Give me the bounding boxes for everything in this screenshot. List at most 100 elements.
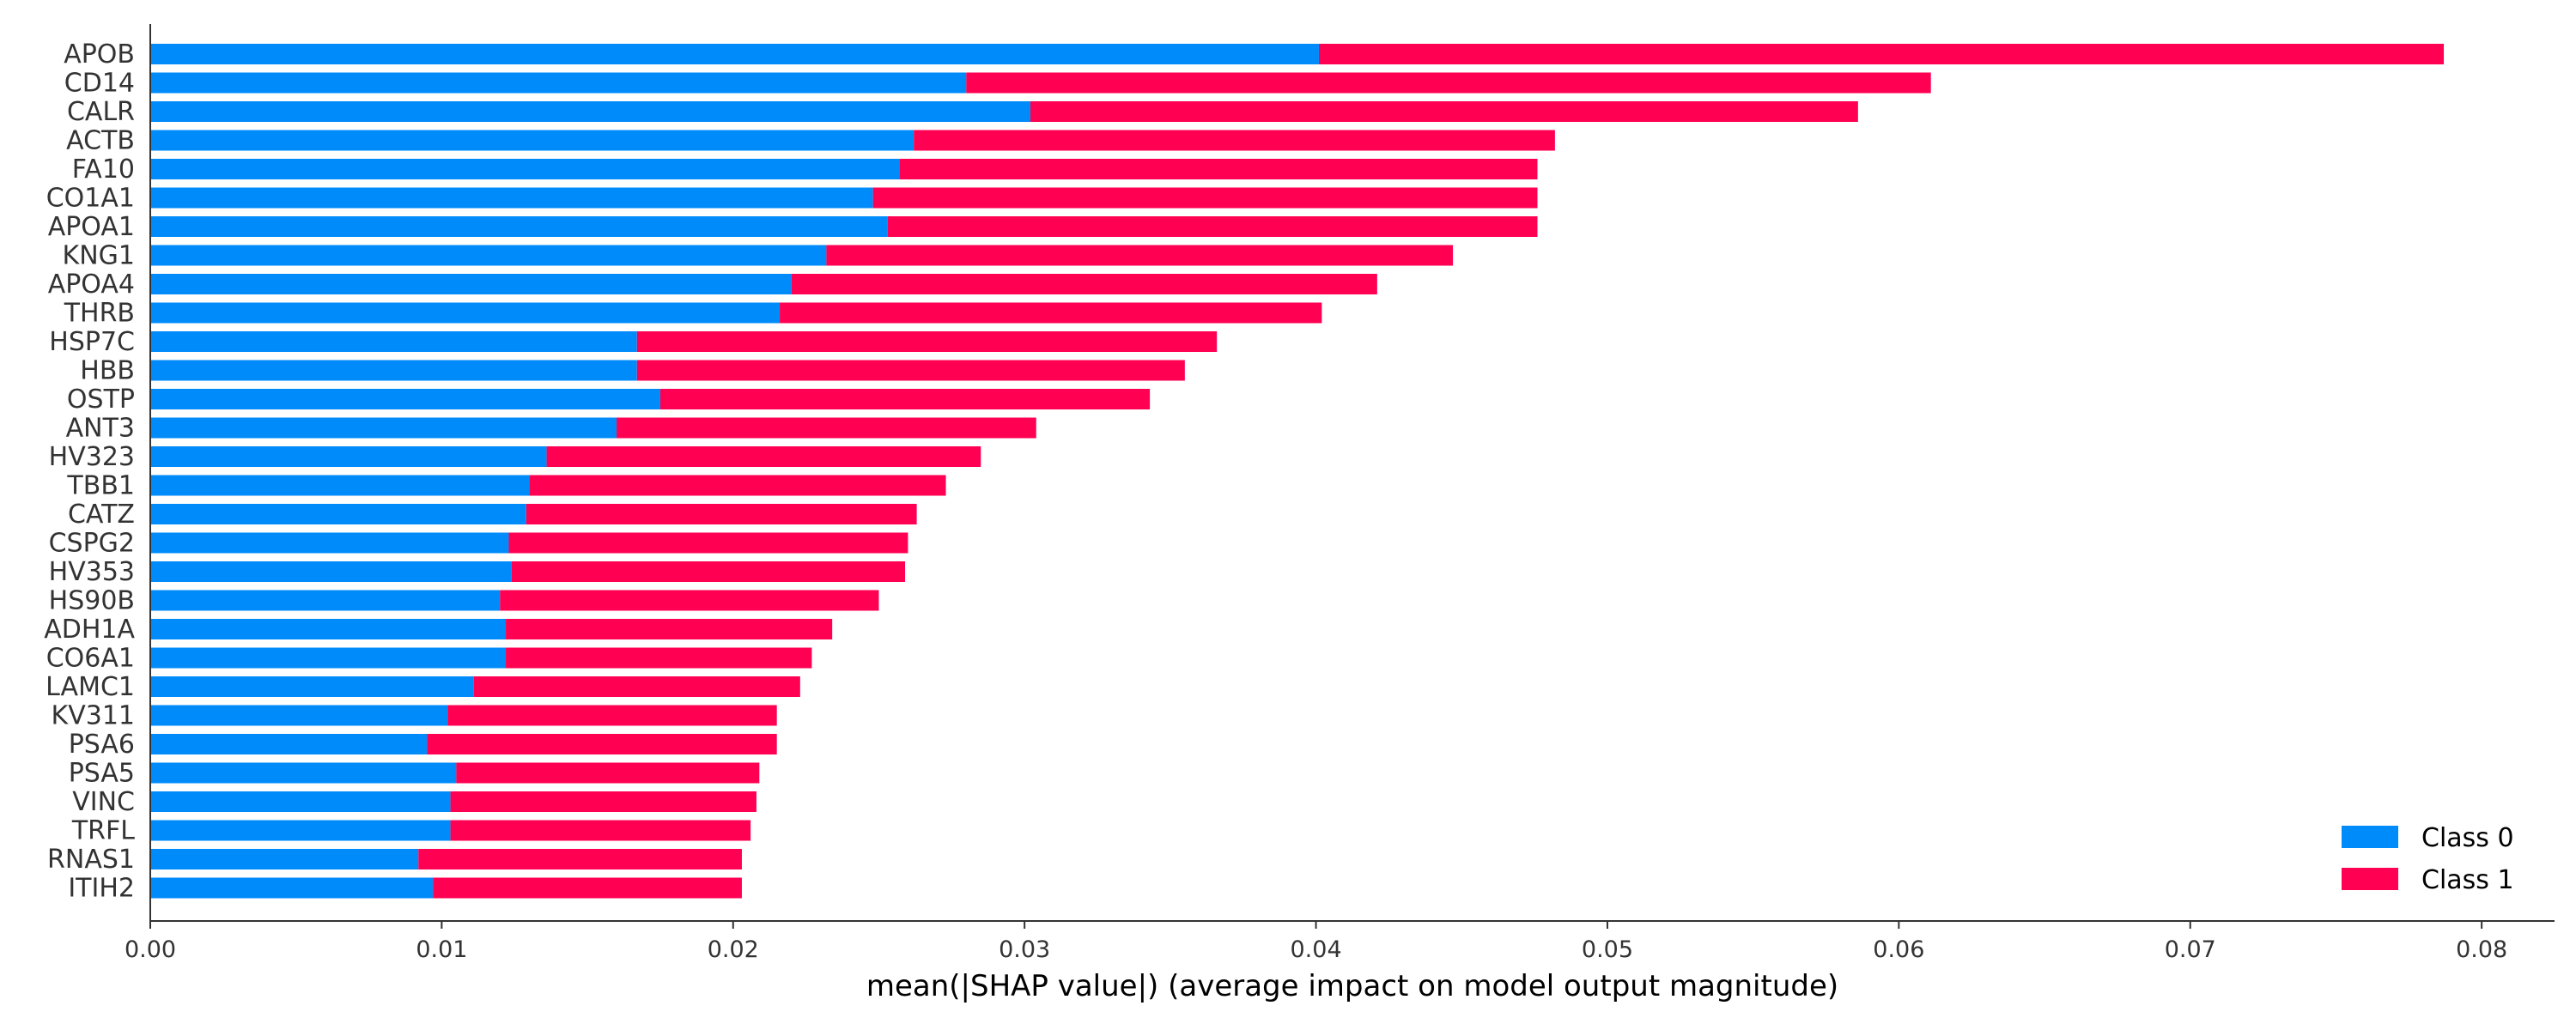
x-tick-label: 0.00 — [125, 936, 176, 963]
y-label-hv323: HV323 — [49, 442, 135, 472]
bar-actb-class-1 — [914, 130, 1555, 151]
bar-hv353-class-1 — [511, 561, 906, 582]
bar-vinc-class-0 — [150, 791, 451, 812]
x-tick-label: 0.06 — [1873, 936, 1924, 963]
bar-cspg2-class-1 — [508, 532, 908, 554]
x-ticks: 0.00 0.01 0.02 0.03 0.04 0.05 0.06 0.07 0.08 — [125, 921, 2507, 963]
y-label-hs90b: HS90B — [49, 586, 135, 616]
y-tick-labels: APOBCD14CALRACTBFA10CO1A1APOA1KNG1APOA4T… — [44, 39, 135, 904]
bar-trfl-class-1 — [450, 820, 751, 841]
bar-cspg2-class-0 — [150, 532, 509, 554]
bar-kng1-class-1 — [826, 245, 1454, 266]
bar-psa5-class-0 — [150, 762, 457, 784]
bar-ostp-class-0 — [150, 389, 660, 409]
bar-apoa1-class-1 — [887, 216, 1538, 237]
y-label-trfl: TRFL — [71, 816, 135, 846]
bar-itih2-class-0 — [150, 877, 434, 899]
y-label-actb: ACTB — [66, 126, 135, 156]
y-label-cspg2: CSPG2 — [49, 529, 135, 559]
bar-actb-class-0 — [150, 130, 914, 151]
x-tick-label: 0.08 — [2456, 936, 2507, 963]
bar-calr-class-1 — [1030, 101, 1858, 122]
y-label-apoa1: APOA1 — [48, 212, 135, 242]
bar-tbb1-class-0 — [150, 475, 530, 496]
x-tick-label: 0.07 — [2165, 936, 2216, 963]
bar-psa5-class-1 — [456, 762, 760, 784]
x-tick-label: 0.01 — [416, 936, 467, 963]
bar-hv323-class-0 — [150, 446, 547, 467]
x-tick-label: 0.04 — [1291, 936, 1342, 963]
y-label-itih2: ITIH2 — [68, 874, 135, 904]
bar-catz-class-1 — [526, 504, 917, 524]
y-label-apoa4: APOA4 — [48, 270, 135, 300]
y-label-adh1a: ADH1A — [44, 615, 135, 645]
x-tick-label: 0.05 — [1582, 936, 1633, 963]
bar-co1a1-class-1 — [872, 187, 1538, 209]
bar-rnas1-class-1 — [418, 849, 742, 869]
bar-adh1a-class-0 — [150, 619, 507, 639]
bar-thrb-class-1 — [780, 302, 1322, 324]
bar-co1a1-class-0 — [150, 187, 873, 209]
bar-cd14-class-1 — [966, 72, 1931, 94]
bar-ant3-class-1 — [617, 417, 1036, 439]
bar-tbb1-class-1 — [529, 475, 946, 496]
bar-psa6-class-0 — [150, 734, 428, 754]
bar-hbb-class-1 — [636, 360, 1185, 381]
bar-itih2-class-1 — [433, 877, 742, 899]
bar-psa6-class-1 — [427, 734, 777, 754]
y-label-fa10: FA10 — [72, 154, 135, 185]
bar-co6a1-class-1 — [506, 647, 812, 669]
bar-apob-class-0 — [150, 44, 1319, 64]
bar-hv353-class-0 — [150, 561, 512, 582]
y-label-kng1: KNG1 — [63, 241, 135, 271]
y-label-co1a1: CO1A1 — [46, 184, 135, 214]
bar-hsp7c-class-0 — [150, 331, 637, 352]
y-label-calr: CALR — [67, 97, 135, 127]
bar-hsp7c-class-1 — [636, 331, 1218, 352]
bar-adh1a-class-1 — [506, 619, 833, 639]
bar-cd14-class-0 — [150, 72, 967, 94]
y-label-apob: APOB — [64, 39, 135, 70]
bar-lamc1-class-1 — [473, 676, 800, 697]
bar-co6a1-class-0 — [150, 647, 507, 669]
bar-calr-class-0 — [150, 101, 1030, 122]
bar-hbb-class-0 — [150, 360, 637, 381]
bar-kv311-class-0 — [150, 705, 448, 726]
y-label-ostp: OSTP — [67, 385, 135, 415]
y-label-lamc1: LAMC1 — [46, 672, 135, 702]
bar-hs90b-class-1 — [500, 590, 879, 611]
legend: Class 0 Class 1 — [2342, 823, 2514, 895]
bar-apoa1-class-0 — [150, 216, 888, 237]
bar-apob-class-1 — [1318, 44, 2445, 64]
y-label-co6a1: CO6A1 — [46, 644, 135, 674]
y-label-thrb: THRB — [64, 299, 135, 329]
bar-vinc-class-1 — [450, 791, 756, 812]
bar-rnas1-class-0 — [150, 849, 419, 869]
y-label-hbb: HBB — [80, 356, 135, 386]
bar-ostp-class-1 — [659, 389, 1151, 409]
y-label-ant3: ANT3 — [66, 414, 135, 444]
y-label-tbb1: TBB1 — [66, 471, 135, 501]
legend-swatch-class-0 — [2342, 826, 2398, 848]
bar-fa10-class-0 — [150, 159, 900, 179]
bar-ant3-class-0 — [150, 417, 617, 439]
bar-lamc1-class-0 — [150, 676, 474, 697]
y-label-catz: CATZ — [68, 500, 135, 530]
x-axis-label: mean(|SHAP value|) (average impact on mo… — [866, 969, 1838, 1003]
bar-trfl-class-0 — [150, 820, 451, 841]
y-label-cd14: CD14 — [64, 69, 135, 99]
y-label-hsp7c: HSP7C — [49, 327, 135, 357]
y-label-vinc: VINC — [72, 787, 135, 817]
bar-catz-class-0 — [150, 504, 526, 524]
y-label-hv353: HV353 — [49, 557, 135, 587]
y-label-psa6: PSA6 — [69, 730, 135, 760]
x-tick-label: 0.02 — [708, 936, 759, 963]
legend-label-class-0: Class 0 — [2421, 823, 2514, 853]
bar-kng1-class-0 — [150, 245, 827, 266]
legend-swatch-class-1 — [2342, 868, 2398, 890]
bar-apoa4-class-0 — [150, 274, 792, 294]
bar-apoa4-class-1 — [791, 274, 1377, 294]
bar-kv311-class-1 — [447, 705, 777, 726]
legend-label-class-1: Class 1 — [2421, 865, 2514, 895]
